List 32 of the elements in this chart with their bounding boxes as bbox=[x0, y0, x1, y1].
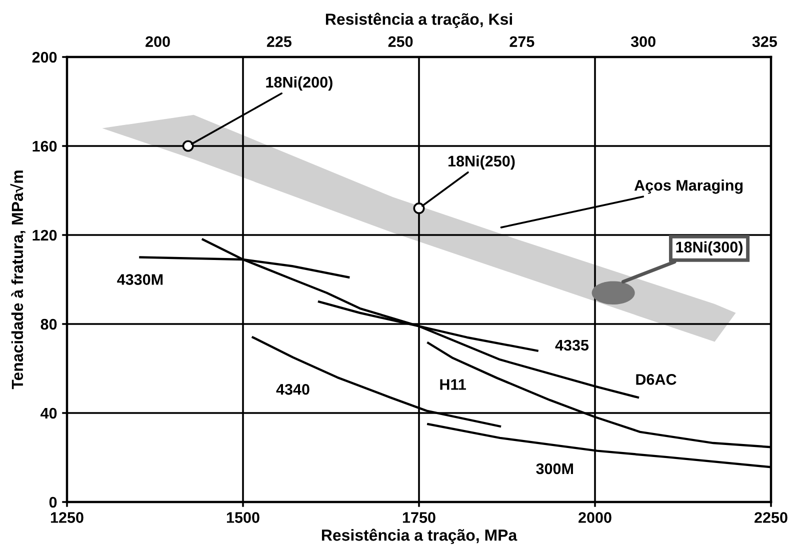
x2-tick-label: 225 bbox=[266, 36, 292, 48]
x-tick-label: 1750 bbox=[402, 512, 436, 523]
annotation: D6AC bbox=[636, 374, 676, 385]
annotation: H11 bbox=[440, 379, 466, 390]
annotation: 18Ni(200) bbox=[266, 76, 332, 91]
y-tick-label: 120 bbox=[32, 230, 57, 241]
x2-tick-label: 300 bbox=[630, 36, 656, 48]
x2-tick-label: 275 bbox=[510, 36, 534, 48]
y-tick-label: 40 bbox=[40, 408, 57, 419]
annotation: Aços Maraging bbox=[634, 180, 743, 194]
y-tick-label: 0 bbox=[49, 496, 57, 508]
x-tick-label: 2000 bbox=[578, 512, 612, 523]
point bbox=[413, 202, 425, 214]
y-tick-label: 80 bbox=[40, 318, 57, 330]
annotation: 4340 bbox=[276, 384, 310, 395]
annotation: 4330M bbox=[117, 274, 163, 285]
y-axis-title: Tenacidade à fratura, MPa√m bbox=[10, 170, 26, 390]
x-tick-label: 2250 bbox=[754, 512, 788, 523]
annotation: 300M bbox=[536, 463, 573, 474]
point bbox=[182, 140, 194, 152]
annotation: 18Ni(250) bbox=[448, 155, 515, 170]
x-tick-label: 1250 bbox=[50, 512, 84, 523]
x2-tick-label: 200 bbox=[146, 36, 170, 48]
y-tick-label: 160 bbox=[32, 140, 57, 152]
annotation: 18Ni(300) bbox=[676, 241, 742, 256]
x2-tick-label: 250 bbox=[388, 36, 413, 48]
x-tick-label: 1500 bbox=[226, 512, 260, 523]
x-axis-title: Resistência a tração, MPa bbox=[322, 528, 518, 544]
x2-axis-title: Resistência a tração, Ksi bbox=[326, 12, 512, 28]
y-tick-label: 200 bbox=[32, 52, 57, 63]
x2-tick-label: 325 bbox=[752, 36, 778, 48]
annotation: 4335 bbox=[555, 340, 589, 351]
